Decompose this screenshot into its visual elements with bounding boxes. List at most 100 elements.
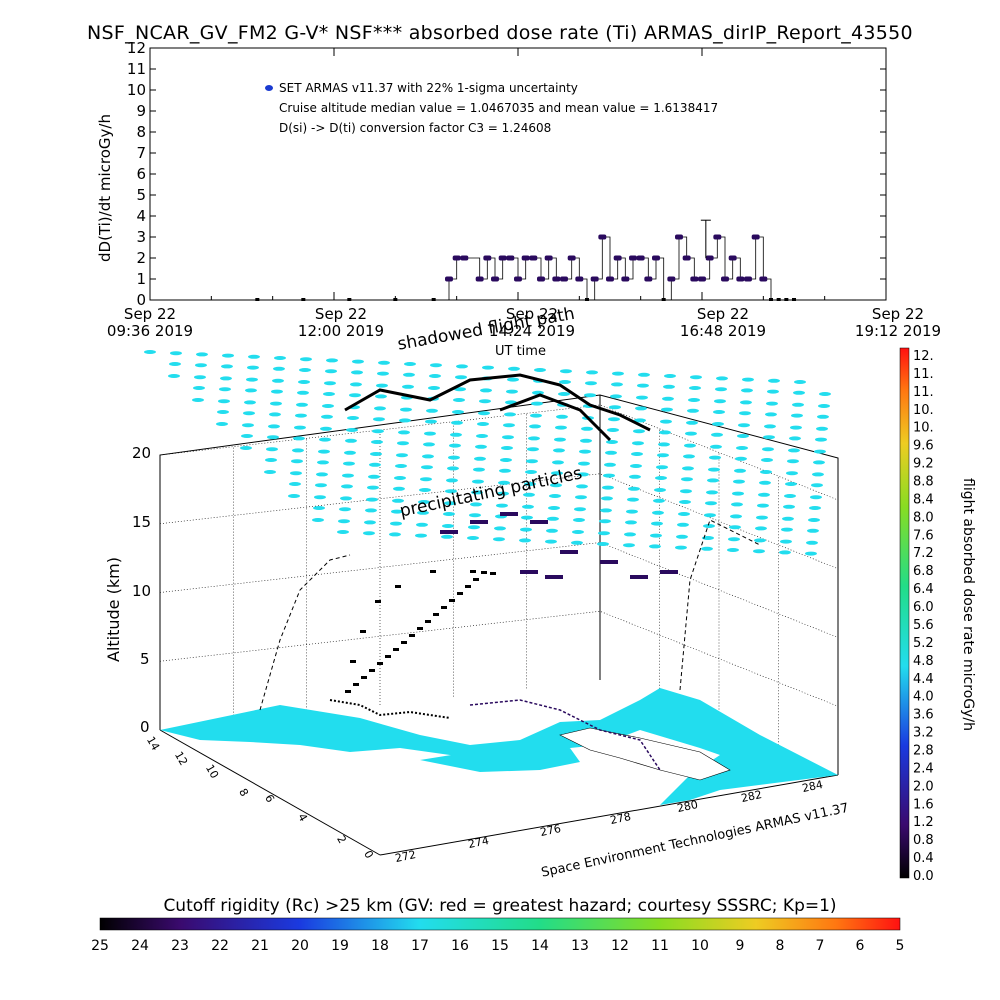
particle-marker	[713, 410, 725, 414]
particle-marker	[270, 401, 282, 406]
particle-marker	[754, 538, 766, 543]
particle-marker	[421, 465, 433, 470]
legend-marker	[265, 85, 273, 91]
particle-marker	[322, 404, 334, 408]
particle-marker	[702, 536, 714, 540]
particle-marker	[415, 533, 427, 538]
particle-marker	[318, 449, 330, 454]
particle-marker	[473, 467, 485, 472]
particle-marker	[394, 476, 406, 480]
particle-marker	[193, 386, 205, 390]
particle-marker	[819, 392, 831, 396]
particle-marker	[548, 506, 560, 510]
particle-marker	[733, 479, 745, 484]
particle-marker	[790, 425, 802, 430]
particle-marker	[768, 378, 780, 383]
particle-marker	[523, 492, 535, 497]
data-point	[393, 298, 398, 301]
particle-marker	[783, 504, 795, 509]
particle-marker	[499, 468, 511, 473]
particle-marker	[660, 419, 672, 424]
x-tick-0: Sep 22 09:36 2019	[106, 305, 194, 340]
particle-marker	[398, 430, 410, 435]
particle-marker	[196, 352, 208, 357]
particle-marker	[529, 424, 541, 429]
flight-point	[481, 571, 487, 574]
particle-marker	[425, 419, 437, 424]
data-point	[491, 276, 499, 282]
particle-marker	[811, 483, 823, 488]
particle-marker	[290, 471, 302, 476]
dose-segment	[600, 560, 618, 564]
data-point	[606, 276, 614, 282]
flight-point	[430, 570, 436, 573]
particle-marker	[344, 450, 356, 455]
particle-marker	[817, 414, 829, 419]
particle-marker	[545, 539, 557, 544]
ground-track-2	[469, 699, 661, 771]
rigidity-colorbar-title: Cutoff rigidity (Rc) >25 km (GV: red = g…	[163, 896, 837, 916]
dose-tick-label: 4.0	[913, 690, 934, 705]
data-point	[690, 276, 699, 282]
data-point	[776, 298, 781, 301]
rigidity-tick-label: 20	[291, 938, 309, 954]
particle-marker	[656, 465, 668, 470]
dose-colorbar-ticks: 12. 11. 11. 10. 10. 9.6 9.2 8.8 8.4 8.0 7.6 7.2 6.8 6…	[913, 349, 934, 884]
y-tick-label: 7	[136, 144, 146, 162]
particle-marker	[391, 509, 403, 514]
particle-marker	[728, 537, 740, 542]
particle-marker	[426, 408, 438, 413]
flight-point	[473, 578, 479, 581]
flight-point	[395, 585, 401, 588]
particle-marker	[585, 381, 597, 386]
particle-marker	[502, 435, 514, 440]
data-point	[621, 276, 630, 282]
data-point	[575, 276, 584, 282]
particle-marker	[528, 436, 540, 441]
ground-track	[329, 699, 451, 719]
particle-marker	[321, 414, 333, 419]
particle-marker	[244, 400, 256, 405]
particle-marker	[265, 458, 277, 462]
particle-marker	[708, 467, 720, 472]
particle-marker	[264, 470, 276, 474]
flight-point	[393, 648, 399, 651]
rigidity-tick-label: 8	[776, 938, 785, 954]
particle-marker	[767, 389, 779, 394]
particle-marker	[809, 506, 821, 510]
data-point	[498, 255, 507, 261]
rigidity-tick-label: 22	[211, 938, 229, 954]
particle-marker	[444, 501, 456, 506]
particle-marker	[630, 464, 642, 468]
particle-marker	[506, 389, 518, 394]
map-floor	[160, 688, 838, 805]
particle-marker	[735, 456, 747, 461]
particle-marker	[653, 498, 665, 503]
data-point	[705, 255, 714, 261]
particle-marker	[684, 443, 696, 448]
particle-marker	[635, 406, 647, 411]
dose-tick-label: 4.8	[913, 654, 934, 669]
particle-marker	[364, 520, 376, 525]
particle-marker	[631, 452, 643, 456]
flight-point	[457, 592, 463, 595]
particle-marker	[703, 524, 715, 528]
particle-marker	[605, 450, 617, 455]
particle-marker	[554, 437, 566, 442]
projection-line-2	[679, 519, 761, 691]
particle-marker	[650, 533, 662, 538]
particle-marker	[144, 350, 156, 354]
dose-tick-label: 11.	[913, 385, 934, 400]
particle-marker	[525, 470, 537, 474]
particle-marker	[658, 442, 670, 447]
y-tick-label: 8	[136, 123, 146, 141]
particle-marker	[507, 377, 519, 382]
dose-segment	[660, 570, 678, 574]
particle-marker	[399, 418, 411, 423]
dose-tick-label: 12.	[913, 349, 934, 364]
particle-marker	[765, 412, 777, 417]
rigidity-tick-label: 7	[816, 938, 825, 954]
particle-marker	[812, 472, 824, 477]
rigidity-tick-label: 10	[691, 938, 709, 954]
data-point	[682, 255, 691, 261]
